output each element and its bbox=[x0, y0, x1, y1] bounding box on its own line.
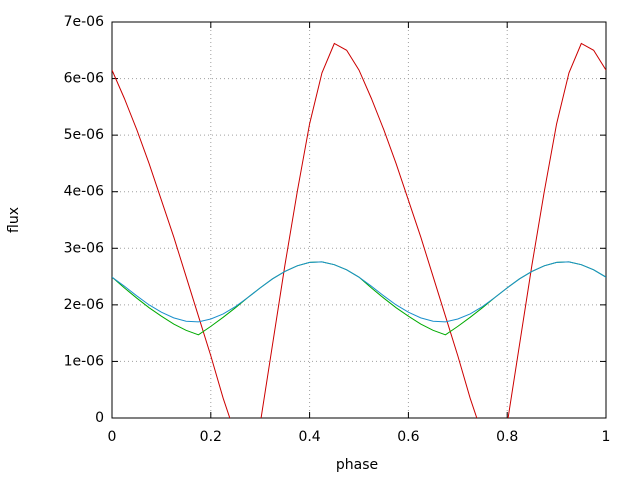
series-line bbox=[112, 261, 606, 323]
y-tick-label: 5e-06 bbox=[64, 127, 104, 143]
x-tick-label: 0.8 bbox=[496, 429, 518, 445]
x-tick-label: 0 bbox=[108, 429, 117, 445]
x-axis-label: phase bbox=[336, 457, 378, 473]
y-tick-label: 6e-06 bbox=[64, 71, 104, 87]
y-tick-label: 7e-06 bbox=[64, 14, 104, 30]
plot-frame bbox=[111, 21, 607, 419]
y-tick-label: 3e-06 bbox=[64, 240, 104, 256]
series-line bbox=[112, 42, 606, 418]
y-axis-label: flux bbox=[6, 207, 22, 233]
y-tick-label: 1e-06 bbox=[64, 353, 104, 369]
x-tick-label: 1 bbox=[602, 429, 611, 445]
x-tick-label: 0.4 bbox=[298, 429, 320, 445]
x-tick-label: 0.2 bbox=[200, 429, 222, 445]
series-line bbox=[112, 261, 606, 336]
y-tick-label: 0 bbox=[95, 410, 104, 426]
y-tick-label: 4e-06 bbox=[64, 184, 104, 200]
y-tick-label: 2e-06 bbox=[64, 297, 104, 313]
x-tick-label: 0.6 bbox=[397, 429, 419, 445]
plot-area bbox=[112, 42, 606, 418]
